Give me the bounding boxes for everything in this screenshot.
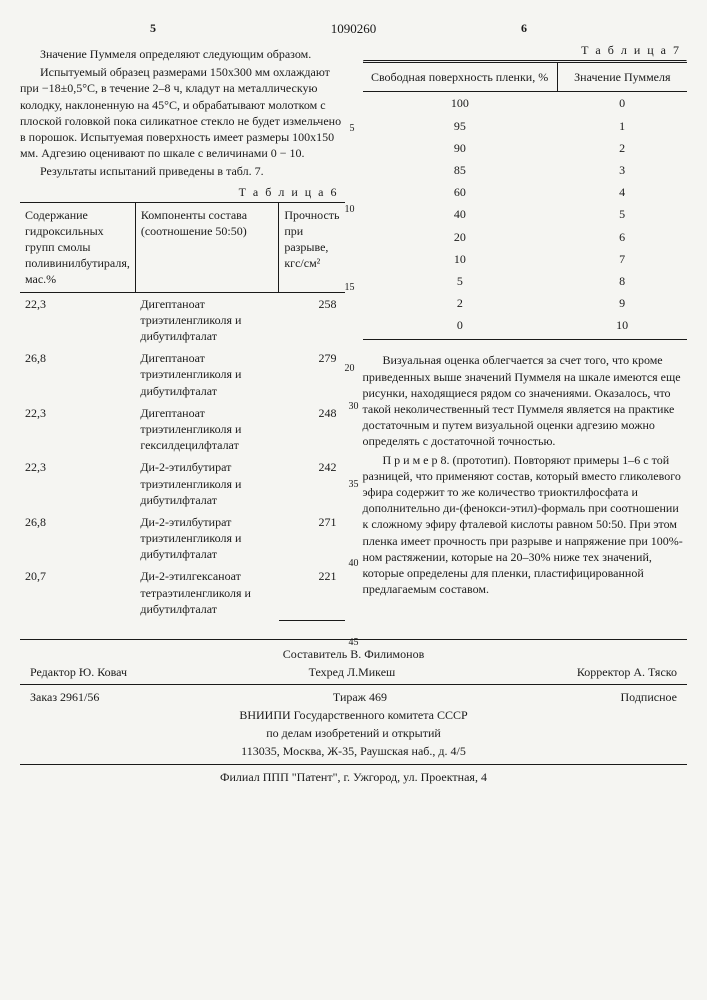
footer-editor: Редактор Ю. Ковач xyxy=(30,664,127,680)
line-number: 30 xyxy=(349,400,359,414)
line-number: 10 xyxy=(345,203,355,217)
table-row: 853 xyxy=(363,159,688,181)
table-row: 22,3 Дигептаноат триэтиленгликоля и гекс… xyxy=(20,402,345,457)
table-row: 58 xyxy=(363,270,688,292)
t7-c1: 60 xyxy=(363,181,558,203)
table7-header: Значение Пуммеля xyxy=(557,63,687,92)
t7-c2: 10 xyxy=(557,314,687,340)
t6-c2: Дигептаноат триэтиленгликоля и дибутилфт… xyxy=(135,347,279,402)
paragraph: Испытуемый образец размерами 150х300 мм … xyxy=(20,64,345,161)
right-column: Т а б л и ц а 7 Свободная поверхность пл… xyxy=(363,44,688,621)
t6-c1: 26,8 xyxy=(20,347,135,402)
table7-title: Т а б л и ц а 7 xyxy=(363,42,682,58)
footer-order: Заказ 2961/56 xyxy=(30,689,99,705)
footer-tech: Техред Л.Микеш xyxy=(309,664,396,680)
t6-c2: Дигептаноат триэтиленгликоля и дибутилфт… xyxy=(135,292,279,347)
t7-c1: 85 xyxy=(363,159,558,181)
table-row: 107 xyxy=(363,248,688,270)
footer-addr: 113035, Москва, Ж-35, Раушская наб., д. … xyxy=(20,743,687,759)
line-number: 15 xyxy=(345,281,355,295)
t7-c1: 0 xyxy=(363,314,558,340)
page-num-left: 5 xyxy=(150,20,156,36)
t7-c2: 3 xyxy=(557,159,687,181)
t6-c1: 22,3 xyxy=(20,292,135,347)
table-row: 22,3 Дигептаноат триэтиленгликоля и дибу… xyxy=(20,292,345,347)
line-number: 40 xyxy=(349,557,359,571)
t7-c2: 6 xyxy=(557,226,687,248)
t7-c2: 0 xyxy=(557,92,687,115)
t6-c1: 22,3 xyxy=(20,456,135,511)
t6-c3: 242 xyxy=(279,456,345,511)
t6-c3: 221 xyxy=(279,565,345,620)
t7-c1: 95 xyxy=(363,115,558,137)
paragraph: Результаты испытаний приведены в табл. 7… xyxy=(20,163,345,179)
t6-c3: 248 xyxy=(279,402,345,457)
t7-c1: 40 xyxy=(363,203,558,225)
t7-c1: 5 xyxy=(363,270,558,292)
t6-c2: Ди-2-этилгексаноат тетраэтиленгликоля и … xyxy=(135,565,279,620)
table6-header: Прочность при разрыве, кгс/см² xyxy=(279,202,345,292)
footer-separator xyxy=(20,764,687,765)
table-row: 206 xyxy=(363,226,688,248)
line-number: 20 xyxy=(345,362,355,376)
table7-header: Свободная поверхность пленки, % xyxy=(363,63,558,92)
paragraph: П р и м е р 8. (прототип). Повторяют при… xyxy=(363,452,688,598)
t7-c1: 20 xyxy=(363,226,558,248)
table-row: 20,7 Ди-2-этилгексаноат тетраэтиленглико… xyxy=(20,565,345,620)
t6-c3: 279 xyxy=(279,347,345,402)
table-row: 405 xyxy=(363,203,688,225)
table-6: Содержание гидроксильных групп смолы пол… xyxy=(20,202,345,621)
footer-corrector: Корректор А. Тяско xyxy=(577,664,677,680)
t7-c2: 4 xyxy=(557,181,687,203)
footer-subscription: Подписное xyxy=(621,689,678,705)
page-number-row: 5 1090260 6 xyxy=(20,20,687,38)
line-number: 5 xyxy=(350,122,355,136)
table-row: 010 xyxy=(363,314,688,340)
footer-edition: Тираж 469 xyxy=(333,689,387,705)
t7-c2: 2 xyxy=(557,137,687,159)
page-num-center: 1090260 xyxy=(331,20,377,38)
t7-c1: 100 xyxy=(363,92,558,115)
page-num-right: 6 xyxy=(521,20,527,36)
table6-header: Содержание гидроксильных групп смолы пол… xyxy=(20,202,135,292)
t7-c2: 5 xyxy=(557,203,687,225)
table-7: Свободная поверхность пленки, % Значение… xyxy=(363,62,688,340)
left-column: Значение Пуммеля определяют следующим об… xyxy=(20,44,345,621)
footer-org2: по делам изобретений и открытий xyxy=(20,725,687,741)
t7-c1: 90 xyxy=(363,137,558,159)
t6-c3: 258 xyxy=(279,292,345,347)
line-number: 35 xyxy=(349,478,359,492)
table6-title: Т а б л и ц а 6 xyxy=(20,184,339,200)
footer-separator xyxy=(20,684,687,685)
table-row: 1000 xyxy=(363,92,688,115)
t6-c2: Ди-2-этилбутират триэтиленгликоля и дибу… xyxy=(135,511,279,566)
t7-c1: 2 xyxy=(363,292,558,314)
t7-c1: 10 xyxy=(363,248,558,270)
paragraph: Визуальная оценка облегчается за счет то… xyxy=(363,352,688,449)
table-row: 604 xyxy=(363,181,688,203)
table-row: 26,8 Дигептаноат триэтиленгликоля и дибу… xyxy=(20,347,345,402)
line-number: 45 xyxy=(349,636,359,650)
t6-c3: 271 xyxy=(279,511,345,566)
t6-c2: Ди-2-этилбутират триэтиленгликоля и дибу… xyxy=(135,456,279,511)
table-row: 26,8 Ди-2-этилбутират триэтиленгликоля и… xyxy=(20,511,345,566)
table6-header: Компоненты состава (соотношение 50:50) xyxy=(135,202,279,292)
t6-c1: 22,3 xyxy=(20,402,135,457)
footer-org1: ВНИИПИ Государственного комитета СССР xyxy=(20,707,687,723)
table-row: 951 xyxy=(363,115,688,137)
footer-credits-row: Редактор Ю. Ковач Техред Л.Микеш Коррект… xyxy=(20,664,687,680)
t7-c2: 9 xyxy=(557,292,687,314)
t6-c2: Дигептаноат триэтиленгликоля и гексилдец… xyxy=(135,402,279,457)
table-row: 902 xyxy=(363,137,688,159)
table-row: 22,3 Ди-2-этилбутират триэтиленгликоля и… xyxy=(20,456,345,511)
table-row: 29 xyxy=(363,292,688,314)
t6-c1: 20,7 xyxy=(20,565,135,620)
t7-c2: 1 xyxy=(557,115,687,137)
paragraph: Значение Пуммеля определяют следующим об… xyxy=(20,46,345,62)
t6-c1: 26,8 xyxy=(20,511,135,566)
t7-c2: 7 xyxy=(557,248,687,270)
footer-branch: Филиал ППП "Патент", г. Ужгород, ул. Про… xyxy=(20,769,687,785)
footer-order-row: Заказ 2961/56 Тираж 469 Подписное xyxy=(20,689,687,705)
t7-c2: 8 xyxy=(557,270,687,292)
